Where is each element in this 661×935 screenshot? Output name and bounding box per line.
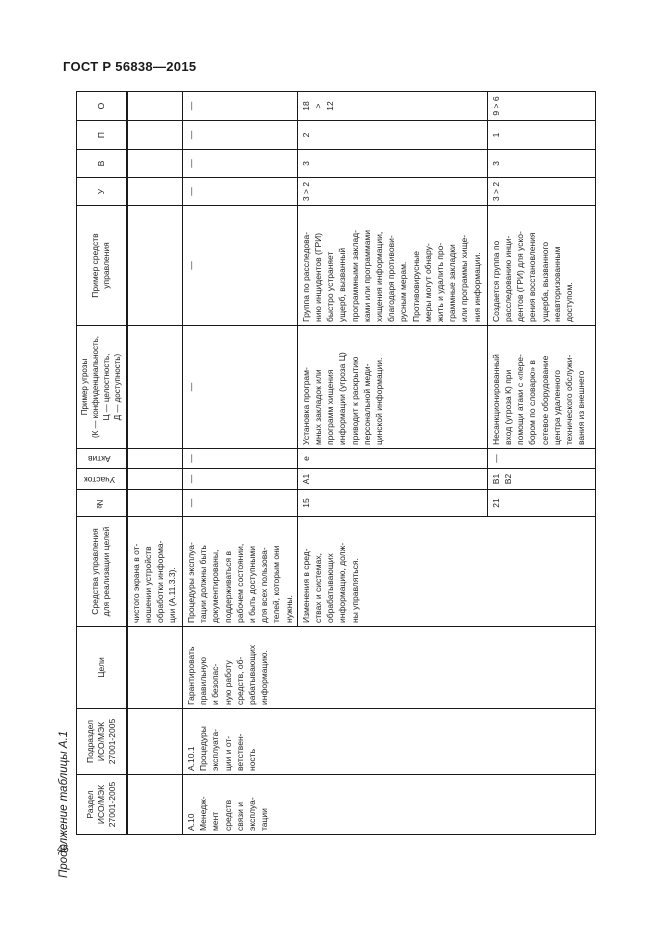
- cell-p: 1: [487, 120, 596, 150]
- header-primer-sredstv: Пример средств управления: [76, 205, 127, 326]
- cell-aktiv-e: е: [297, 448, 488, 469]
- cell-o: 9 > 6: [487, 91, 596, 121]
- cell-podrazdel: [126, 708, 183, 775]
- cell-sredstva: Процедуры эксплуа- тации должны быть док…: [182, 516, 298, 627]
- cell-p: —: [182, 120, 298, 150]
- cell-o: —: [182, 91, 298, 121]
- header-celi: Цели: [76, 626, 127, 709]
- table-row: чистого экрана в от- ношении устройств о…: [126, 91, 183, 835]
- cell-uchastok: —: [182, 468, 298, 490]
- cell-p: 2: [297, 120, 488, 150]
- cell-podrazdel-a101: А.10.1 Процедуры эксплуата- ции и от- ве…: [182, 708, 596, 775]
- header-uchastok: Участок: [76, 468, 127, 490]
- cell-razdel: [126, 774, 183, 835]
- continuation-table-a1: Раздел ИСО/МЭК 27001-2005 Подраздел ИСО/…: [76, 91, 596, 835]
- cell-u: 3 > 2: [297, 177, 488, 206]
- cell-aktiv: —: [182, 448, 298, 469]
- rotated-table-area: Раздел ИСО/МЭК 27001-2005 Подраздел ИСО/…: [76, 91, 596, 835]
- cell-nomer: [126, 489, 183, 517]
- cell-o: [126, 91, 183, 121]
- cell-u: 3 > 2: [487, 177, 596, 206]
- cell-u: [126, 177, 183, 206]
- cell-uchastok-v1v2: В1 В2: [487, 468, 596, 490]
- cell-o: 18 > 12: [297, 91, 488, 121]
- table-header-row: Раздел ИСО/МЭК 27001-2005 Подраздел ИСО/…: [76, 91, 127, 835]
- cell-aktiv: [126, 448, 183, 469]
- cell-sredstva: Изменения в сред- ствах и системах, обра…: [297, 516, 596, 627]
- cell-nomer: —: [182, 489, 298, 517]
- cell-ugroza: [126, 325, 183, 449]
- cell-nomer-15: 15: [297, 489, 488, 517]
- table-continuation-caption: Продолжение таблицы А.1: [58, 730, 70, 878]
- header-nomer: №: [76, 489, 127, 517]
- cell-v: —: [182, 149, 298, 178]
- cell-razdel-a10: А.10 Менедж- мент средств связи и эксплу…: [182, 774, 596, 835]
- header-p: П: [76, 120, 127, 150]
- cell-ugroza: Несанкционированный вход (угроза К) при …: [487, 325, 596, 449]
- cell-celi: Гарантировать правильную и безопас- ную …: [182, 626, 596, 709]
- cell-uchastok: [126, 468, 183, 490]
- cell-ugroza: Установка програм- мных закладок или про…: [297, 325, 488, 449]
- header-sredstva-upravleniya: Средства управления для реализации целей: [76, 516, 127, 627]
- cell-primer-sredstv: Группа по расследова- нию инцидентов (ГР…: [297, 205, 488, 326]
- header-o: О: [76, 91, 127, 121]
- cell-primer-sredstv: —: [182, 205, 298, 326]
- header-v: В: [76, 149, 127, 178]
- page-number: 46: [57, 843, 69, 855]
- cell-nomer-21: 21: [487, 489, 596, 517]
- cell-celi: [126, 626, 183, 709]
- cell-u: —: [182, 177, 298, 206]
- header-aktiv: Актив: [76, 448, 127, 469]
- cell-v: 3: [297, 149, 488, 178]
- cell-uchastok-a1: А1: [297, 468, 488, 490]
- cell-ugroza: —: [182, 325, 298, 449]
- header-podrazdel: Подраздел ИСО/МЭК 27001-2005: [76, 708, 127, 775]
- cell-v: 3: [487, 149, 596, 178]
- rotated-table-frame: Раздел ИСО/МЭК 27001-2005 Подраздел ИСО/…: [76, 91, 596, 835]
- cell-aktiv-dash: —: [487, 448, 596, 469]
- table-row: А.10 Менедж- мент средств связи и эксплу…: [182, 91, 596, 835]
- cell-p: [126, 120, 183, 150]
- cell-primer-sredstv: [126, 205, 183, 326]
- cell-v: [126, 149, 183, 178]
- doc-header: ГОСТ Р 56838—2015: [63, 59, 197, 74]
- header-primer-ugrozy: Пример угрозы (К — конфиденциальность, Ц…: [76, 325, 127, 449]
- cell-sredstva-continuation: чистого экрана в от- ношении устройств о…: [126, 516, 183, 627]
- header-u: У: [76, 177, 127, 206]
- cell-primer-sredstv: Создается группа по расследованию инци- …: [487, 205, 596, 326]
- header-razdel: Раздел ИСО/МЭК 27001-2005: [76, 774, 127, 835]
